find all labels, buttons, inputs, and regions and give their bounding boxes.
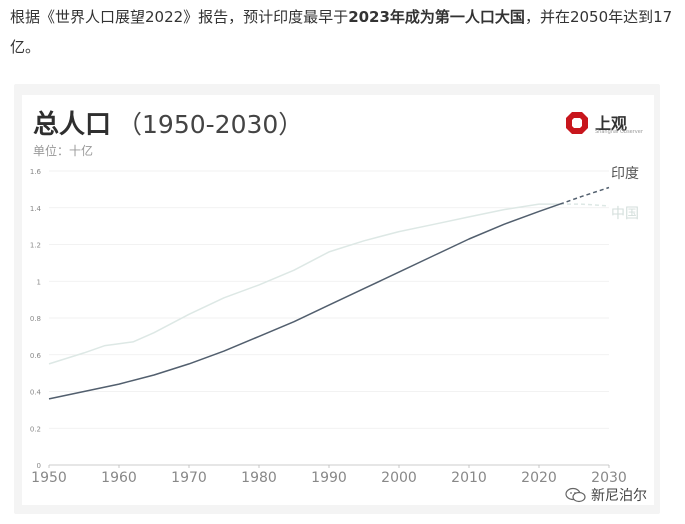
y-tick-label: 0.4 (30, 389, 42, 397)
intro-text-part1: 根据《世界人口展望2022》报告，预计印度最早于 (10, 8, 349, 26)
intro-paragraph: 根据《世界人口展望2022》报告，预计印度最早于2023年成为第一人口大国，并在… (10, 2, 678, 62)
series-projection-china (560, 203, 610, 207)
x-tick-label: 2000 (381, 470, 417, 486)
chart-subtitle: （1950-2030） (117, 110, 304, 139)
y-tick-label: 1.2 (30, 242, 41, 250)
y-tick-label: 1.4 (30, 205, 42, 213)
chart-title-text: 总人口 (33, 110, 112, 140)
chart-title: 总人口 （1950-2030） (33, 104, 303, 141)
series-line-china (48, 203, 560, 365)
x-tick-label: 1990 (311, 470, 347, 486)
series-line-india (48, 203, 561, 400)
x-tick-label: 1980 (241, 470, 277, 486)
wechat-icon (565, 487, 586, 503)
logo-text: 上观 (595, 114, 628, 133)
x-tick-label: 1950 (31, 470, 67, 486)
y-tick-label: 0.2 (30, 425, 41, 433)
watermark-text: 新尼泊尔 (591, 488, 647, 504)
x-tick-label: 2030 (591, 470, 627, 486)
shangguan-logo: 上观 Shanghai Observer (565, 110, 645, 138)
y-tick-label: 1 (37, 278, 41, 286)
logo-subtext: Shanghai Observer (595, 129, 643, 135)
x-tick-label: 2020 (521, 470, 557, 486)
y-tick-label: 0.8 (30, 315, 41, 323)
intro-text-bold: 2023年成为第一人口大国 (348, 8, 525, 26)
chart-panel (22, 95, 654, 505)
series-projection-india (559, 186, 610, 205)
x-tick-label: 1960 (101, 470, 137, 486)
y-tick-label: 0 (37, 462, 41, 470)
series-label: 中国 (611, 206, 639, 222)
x-tick-label: 1970 (171, 470, 207, 486)
y-tick-label: 0.6 (30, 352, 42, 360)
y-tick-label: 1.6 (30, 168, 42, 176)
x-tick-label: 2010 (451, 470, 487, 486)
series-label: 印度 (611, 166, 639, 182)
y-axis-unit-label: 单位：十亿 (33, 144, 94, 158)
intro-text-part2: ，并在2050年达到17亿。 (10, 8, 673, 56)
logo-mark-icon (566, 112, 588, 134)
